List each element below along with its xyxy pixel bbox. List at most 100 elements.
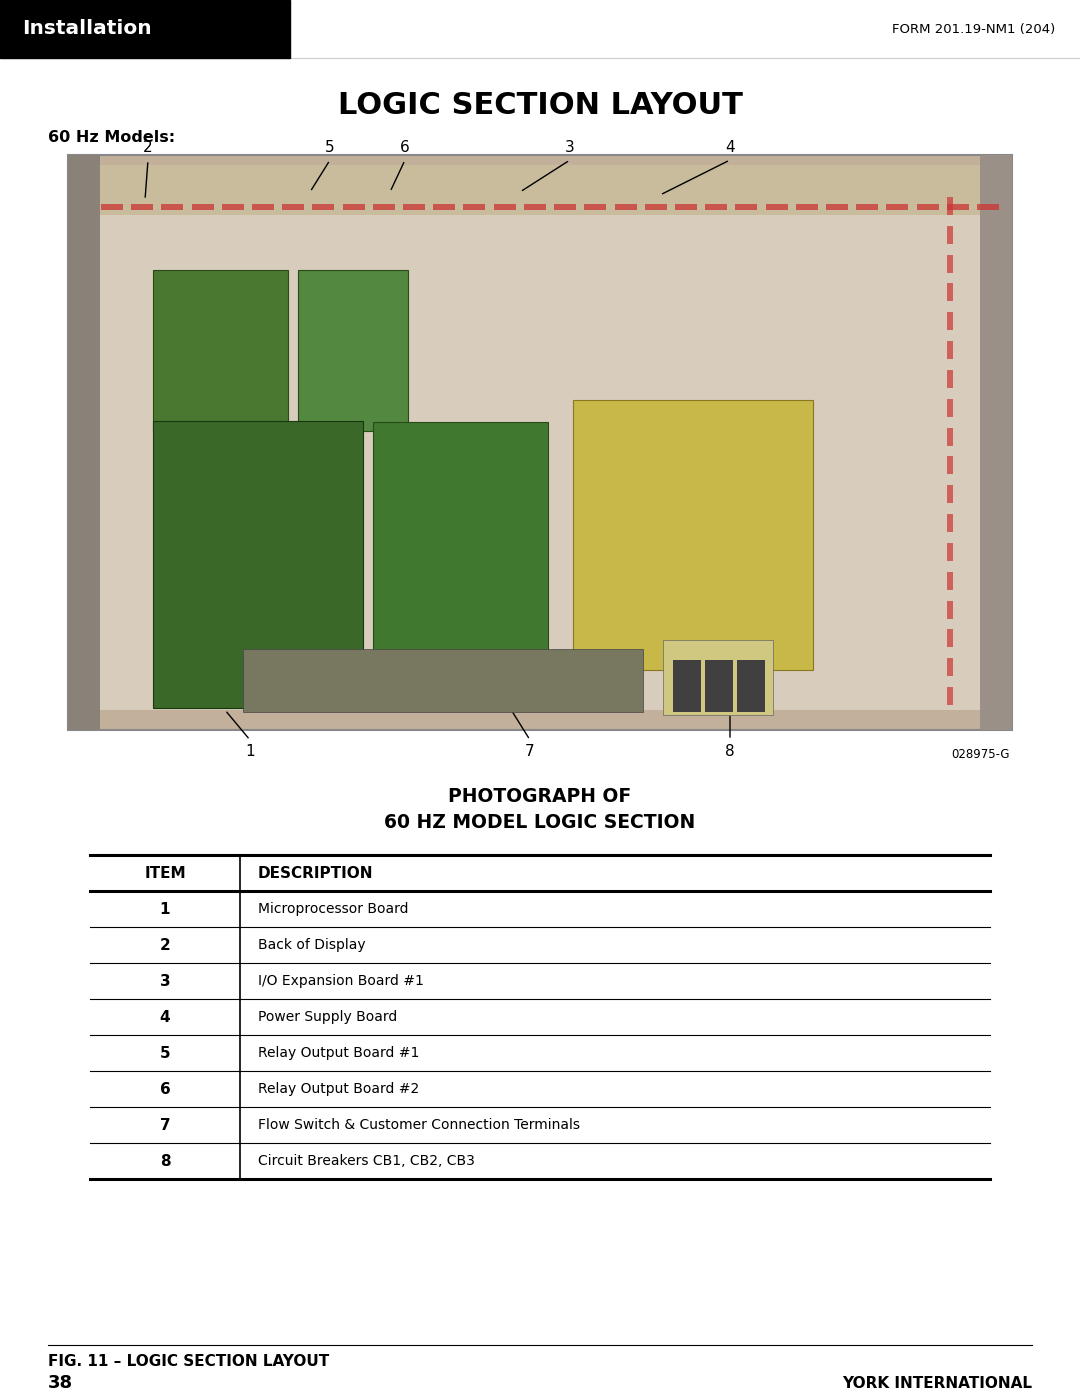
Bar bbox=[645, 204, 666, 210]
Text: 60 Hz Models:: 60 Hz Models: bbox=[48, 130, 175, 145]
Text: 6: 6 bbox=[400, 141, 410, 155]
Bar bbox=[131, 204, 153, 210]
Bar bbox=[826, 204, 848, 210]
Bar bbox=[252, 204, 274, 210]
Bar bbox=[153, 420, 363, 708]
Text: LOGIC SECTION LAYOUT: LOGIC SECTION LAYOUT bbox=[338, 91, 742, 120]
Bar bbox=[796, 204, 818, 210]
Bar bbox=[947, 370, 953, 388]
Text: 028975-G: 028975-G bbox=[951, 749, 1010, 761]
Bar bbox=[342, 204, 365, 210]
Text: 1: 1 bbox=[160, 901, 171, 916]
Bar bbox=[100, 175, 980, 710]
Bar bbox=[102, 204, 123, 210]
Bar bbox=[947, 226, 953, 244]
Bar bbox=[68, 155, 100, 731]
Bar bbox=[947, 543, 953, 560]
Bar bbox=[673, 661, 701, 712]
Bar bbox=[298, 270, 408, 432]
Text: 60 HZ MODEL LOGIC SECTION: 60 HZ MODEL LOGIC SECTION bbox=[384, 813, 696, 831]
Text: ITEM: ITEM bbox=[145, 866, 186, 880]
Bar bbox=[947, 341, 953, 359]
Bar bbox=[161, 204, 184, 210]
Bar bbox=[191, 204, 214, 210]
Bar bbox=[947, 571, 953, 590]
Bar bbox=[947, 284, 953, 302]
Bar bbox=[766, 204, 787, 210]
Bar bbox=[573, 400, 813, 671]
Bar bbox=[221, 204, 244, 210]
Text: Relay Output Board #2: Relay Output Board #2 bbox=[258, 1083, 419, 1097]
Bar bbox=[947, 687, 953, 705]
Bar bbox=[463, 204, 486, 210]
Bar bbox=[735, 204, 757, 210]
Bar bbox=[947, 658, 953, 676]
Bar bbox=[312, 204, 335, 210]
Bar bbox=[977, 204, 999, 210]
Text: 8: 8 bbox=[160, 1154, 171, 1168]
Bar bbox=[584, 204, 606, 210]
Bar bbox=[947, 398, 953, 416]
Bar bbox=[947, 254, 953, 272]
Text: Flow Switch & Customer Connection Terminals: Flow Switch & Customer Connection Termin… bbox=[258, 1118, 580, 1132]
Text: Back of Display: Back of Display bbox=[258, 937, 366, 951]
Bar bbox=[373, 204, 395, 210]
Text: 8: 8 bbox=[725, 745, 734, 760]
Bar bbox=[663, 640, 773, 715]
Bar bbox=[737, 661, 765, 712]
Bar bbox=[153, 270, 288, 432]
Bar bbox=[494, 204, 515, 210]
Bar bbox=[947, 313, 953, 330]
Bar bbox=[947, 630, 953, 647]
Text: 38: 38 bbox=[48, 1375, 73, 1391]
Text: 4: 4 bbox=[160, 1010, 171, 1024]
Bar bbox=[887, 204, 908, 210]
Bar bbox=[947, 204, 969, 210]
Text: 3: 3 bbox=[160, 974, 171, 989]
Text: 7: 7 bbox=[160, 1118, 171, 1133]
Bar bbox=[947, 427, 953, 446]
Bar bbox=[917, 204, 939, 210]
Bar bbox=[243, 648, 643, 712]
Bar bbox=[0, 0, 291, 59]
Bar bbox=[705, 661, 733, 712]
Text: 1: 1 bbox=[245, 745, 255, 760]
Bar bbox=[980, 155, 1012, 731]
Bar bbox=[282, 204, 305, 210]
Bar bbox=[856, 204, 878, 210]
Text: I/O Expansion Board #1: I/O Expansion Board #1 bbox=[258, 974, 423, 988]
Bar bbox=[615, 204, 636, 210]
Text: 6: 6 bbox=[160, 1081, 171, 1097]
Bar bbox=[554, 204, 576, 210]
Text: FORM 201.19-NM1 (204): FORM 201.19-NM1 (204) bbox=[892, 22, 1055, 35]
Text: YORK INTERNATIONAL: YORK INTERNATIONAL bbox=[842, 1376, 1032, 1390]
Text: 7: 7 bbox=[525, 745, 535, 760]
Text: Circuit Breakers CB1, CB2, CB3: Circuit Breakers CB1, CB2, CB3 bbox=[258, 1154, 475, 1168]
Bar bbox=[947, 514, 953, 532]
Bar bbox=[524, 204, 545, 210]
Text: 4: 4 bbox=[725, 141, 734, 155]
Bar bbox=[947, 485, 953, 503]
Bar bbox=[373, 422, 548, 675]
Text: FIG. 11 – LOGIC SECTION LAYOUT: FIG. 11 – LOGIC SECTION LAYOUT bbox=[48, 1355, 329, 1369]
Bar bbox=[403, 204, 426, 210]
Bar bbox=[947, 197, 953, 215]
Text: 5: 5 bbox=[160, 1045, 171, 1060]
Bar bbox=[68, 155, 1012, 731]
Text: Relay Output Board #1: Relay Output Board #1 bbox=[258, 1046, 419, 1060]
Text: 2: 2 bbox=[144, 141, 152, 155]
Bar bbox=[705, 204, 727, 210]
Text: DESCRIPTION: DESCRIPTION bbox=[258, 866, 374, 880]
Bar bbox=[433, 204, 456, 210]
Bar bbox=[947, 457, 953, 475]
Text: Installation: Installation bbox=[22, 20, 151, 39]
Text: Power Supply Board: Power Supply Board bbox=[258, 1010, 397, 1024]
Text: 2: 2 bbox=[160, 937, 171, 953]
Bar bbox=[100, 165, 980, 215]
Text: 5: 5 bbox=[325, 141, 335, 155]
Bar bbox=[947, 601, 953, 619]
Text: Microprocessor Board: Microprocessor Board bbox=[258, 902, 408, 916]
Text: PHOTOGRAPH OF: PHOTOGRAPH OF bbox=[448, 787, 632, 806]
Bar bbox=[675, 204, 697, 210]
Text: 3: 3 bbox=[565, 141, 575, 155]
